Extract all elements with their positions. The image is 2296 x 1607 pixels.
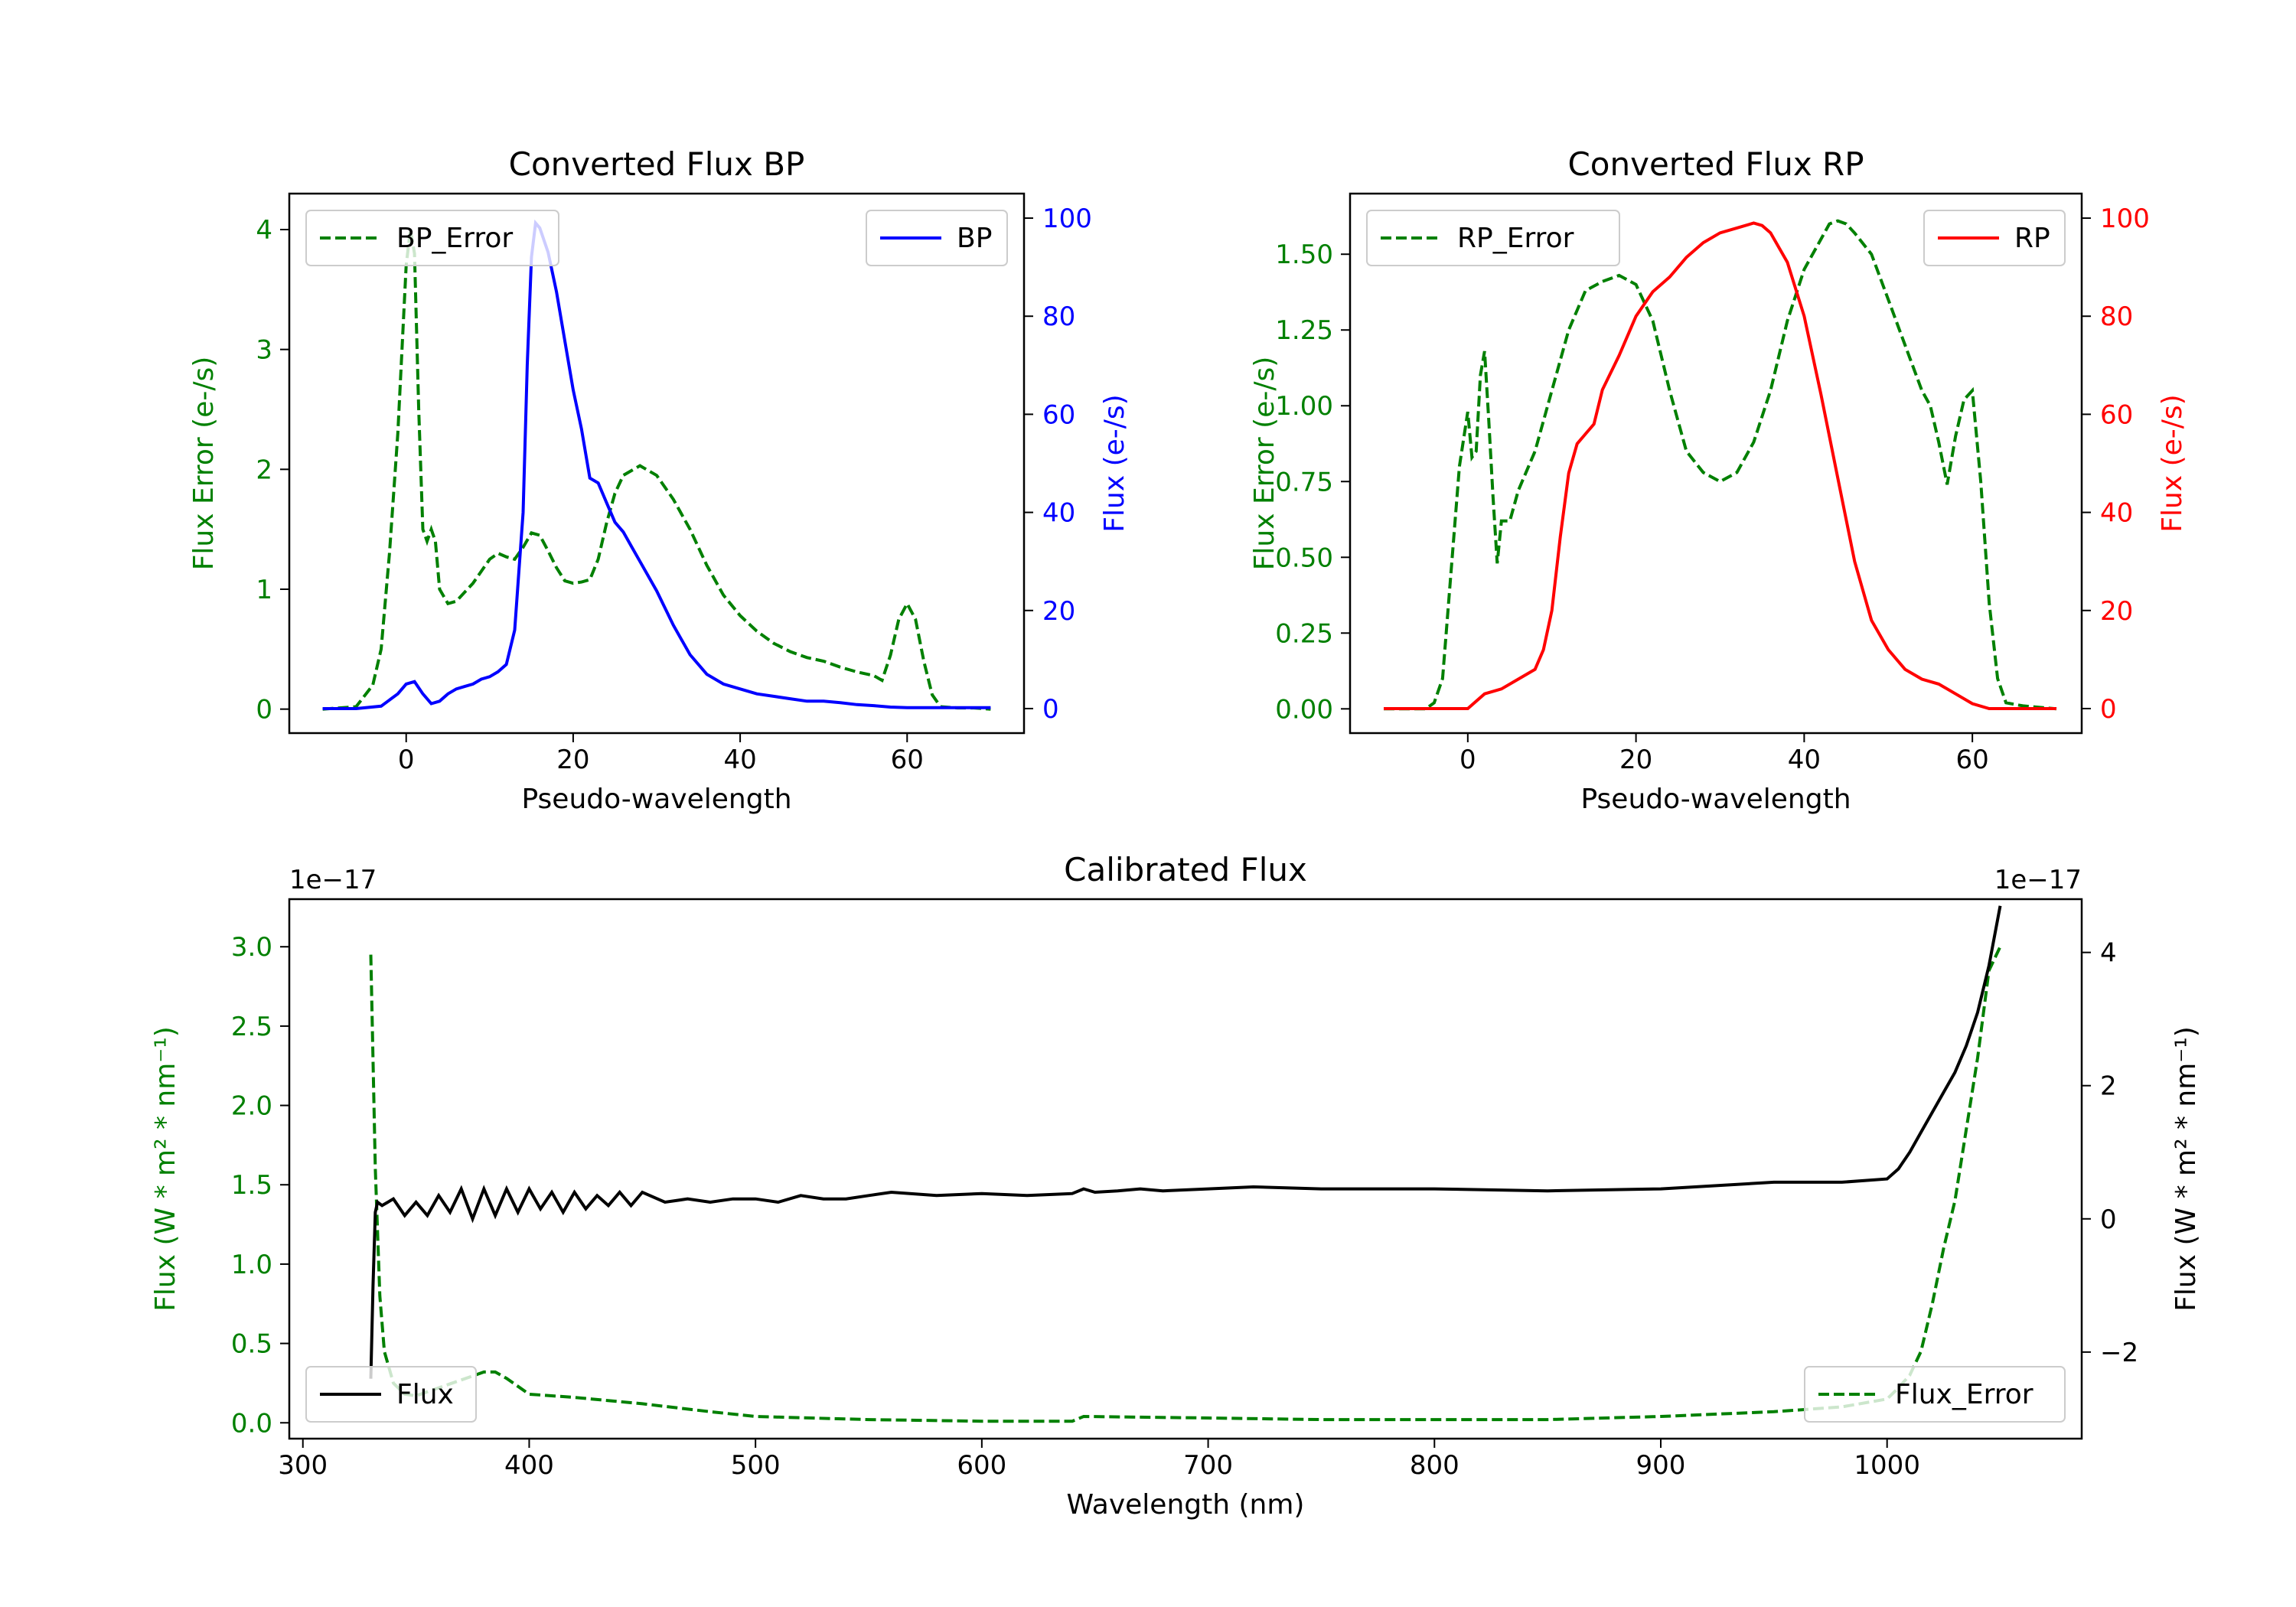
- y-left-tick-label: 2.5: [231, 1012, 272, 1042]
- legend-box: [1804, 1366, 2066, 1423]
- series-flux-line: [369, 905, 2002, 1379]
- legend-label: Flux_Error: [1895, 1379, 2033, 1410]
- bp-ylabel-right: Flux (e-/s): [1099, 394, 1130, 532]
- x-tick-label: 500: [731, 1450, 781, 1481]
- x-tick-label: 300: [278, 1450, 328, 1481]
- y-right-tick-label: 20: [2100, 596, 2133, 627]
- rp-ylabel-left: Flux Error (e-/s): [1249, 357, 1280, 571]
- bp-ylabel-left: Flux Error (e-/s): [188, 357, 220, 571]
- x-tick-label: 60: [891, 745, 924, 775]
- y-left-tick-label: 1.00: [1275, 391, 1333, 422]
- calibrated-title: Calibrated Flux: [1064, 851, 1307, 888]
- series-bp-error-line: [322, 229, 991, 711]
- x-tick-label: 20: [556, 745, 589, 775]
- y-right-tick-label: 2: [2100, 1071, 2117, 1102]
- y-left-tick-label: 1.25: [1275, 315, 1333, 346]
- offset-label-right: 1e−17: [1994, 865, 2082, 895]
- legend-label: Flux: [396, 1379, 454, 1410]
- x-tick-label: 40: [1788, 745, 1821, 775]
- y-left-tick-label: 4: [256, 215, 272, 246]
- y-left-tick-label: 0.0: [231, 1408, 272, 1439]
- y-left-tick-label: 0.5: [231, 1329, 272, 1360]
- x-tick-label: 700: [1183, 1450, 1233, 1481]
- y-right-tick-label: 80: [1042, 302, 1075, 332]
- legend-left: Flux: [305, 1366, 477, 1423]
- y-left-tick-label: 1.5: [231, 1170, 272, 1201]
- y-left-tick-label: 0.50: [1275, 543, 1333, 573]
- legend-label: RP: [2014, 223, 2050, 254]
- legend-right: BP: [866, 210, 1008, 266]
- x-tick-label: 900: [1636, 1450, 1686, 1481]
- legend-label: RP_Error: [1457, 223, 1574, 254]
- y-left-tick-label: 1: [256, 575, 272, 605]
- series-rp-error-line: [1384, 219, 2057, 711]
- calibrated-ylabel-left: Flux (W * m² * nm⁻¹): [150, 1026, 181, 1312]
- x-tick-label: 600: [957, 1450, 1006, 1481]
- y-right-tick-label: 0: [2100, 694, 2117, 725]
- y-right-tick-label: 60: [2100, 399, 2133, 430]
- x-tick-label: 1000: [1854, 1450, 1920, 1481]
- bp-xlabel: Pseudo-wavelength: [521, 784, 791, 815]
- rp-axes-frame: [1349, 192, 2083, 735]
- x-tick-label: 40: [723, 745, 756, 775]
- y-right-tick-label: 40: [2100, 498, 2133, 529]
- calibrated-axes-frame: [288, 898, 2083, 1440]
- x-tick-label: 400: [504, 1450, 554, 1481]
- x-tick-label: 20: [1619, 745, 1652, 775]
- rp-ylabel-right: Flux (e-/s): [2157, 394, 2188, 532]
- series-rp-line: [1384, 221, 2056, 710]
- y-left-tick-label: 3.0: [231, 932, 272, 963]
- x-tick-label: 800: [1410, 1450, 1459, 1481]
- y-left-tick-label: 0.00: [1275, 694, 1333, 725]
- calibrated-ylabel-right: Flux (W * m² * nm⁻¹): [2170, 1026, 2202, 1312]
- y-right-tick-label: 100: [1042, 204, 1092, 234]
- x-tick-label: 0: [1459, 745, 1476, 775]
- calibrated-xlabel: Wavelength (nm): [1067, 1489, 1305, 1521]
- legend-label: BP: [957, 223, 992, 254]
- y-left-tick-label: 0.75: [1275, 467, 1333, 497]
- y-left-tick-label: 1.0: [231, 1250, 272, 1280]
- calibrated-panel: 300 400 500 600 700 800 900 1000 0.0 0.5 1.0 1.5 2.0…: [150, 851, 2202, 1521]
- legend-label: BP_Error: [396, 223, 513, 254]
- legend-box: [1366, 210, 1620, 266]
- rp-panel: 0 20 40 60 0.00 0.25 0.50 0.75 1.00 1.25 1.50 0 20 40…: [1249, 145, 2188, 815]
- y-right-tick-label: 40: [1042, 498, 1075, 529]
- offset-label-left: 1e−17: [289, 865, 377, 895]
- x-tick-label: 60: [1956, 745, 1989, 775]
- legend-left: RP_Error: [1366, 210, 1620, 266]
- y-right-tick-label: 4: [2100, 938, 2117, 969]
- rp-xlabel: Pseudo-wavelength: [1580, 784, 1851, 815]
- legend-left: BP_Error: [305, 210, 559, 266]
- legend-right: RP: [1923, 210, 2066, 266]
- legend-box: [305, 210, 559, 266]
- series-bp-line: [322, 219, 991, 710]
- y-right-tick-label: −2: [2100, 1338, 2138, 1368]
- y-right-tick-label: 0: [1042, 694, 1059, 725]
- bp-title: Converted Flux BP: [509, 145, 805, 183]
- y-right-tick-label: 80: [2100, 302, 2133, 332]
- rp-title: Converted Flux RP: [1567, 145, 1864, 183]
- y-left-tick-label: 1.50: [1275, 240, 1333, 270]
- legend-right: Flux_Error: [1804, 1366, 2066, 1423]
- legend-box: [305, 1366, 477, 1423]
- y-left-tick-label: 2: [256, 455, 272, 485]
- y-right-tick-label: 0: [2100, 1204, 2117, 1235]
- y-left-tick-label: 0: [256, 695, 272, 725]
- bp-axes-frame: [288, 192, 1026, 735]
- y-left-tick-label: 2.0: [231, 1091, 272, 1122]
- y-right-tick-label: 100: [2100, 204, 2150, 234]
- y-right-tick-label: 20: [1042, 596, 1075, 627]
- x-tick-label: 0: [398, 745, 415, 775]
- y-right-tick-label: 60: [1042, 399, 1075, 430]
- y-left-tick-label: 0.25: [1275, 618, 1333, 649]
- y-left-tick-label: 3: [256, 335, 272, 366]
